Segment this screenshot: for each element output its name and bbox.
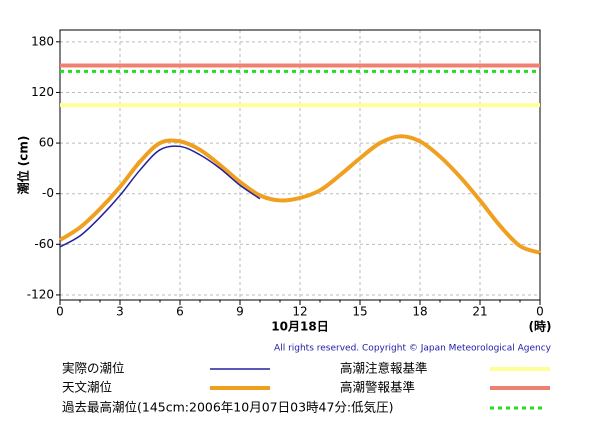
- legend-label: 高潮注意報基準: [340, 361, 428, 376]
- x-tick-label: 3: [116, 305, 124, 319]
- y-tick-label: 120: [31, 85, 54, 99]
- x-tick-label: 0: [536, 305, 544, 319]
- x-tick-label: 6: [176, 305, 184, 319]
- copyright: All rights reserved. Copyright © Japan M…: [274, 344, 552, 354]
- x-axis-label: 10月18日: [271, 320, 328, 334]
- x-tick-label: 9: [236, 305, 244, 319]
- x-tick-label: 18: [412, 305, 427, 319]
- x-tick-label: 12: [292, 305, 307, 319]
- y-tick-label: 180: [31, 34, 54, 48]
- legend-label: 高潮警報基準: [340, 380, 415, 395]
- x-tick-label: 21: [472, 305, 487, 319]
- legend: 実際の潮位 天文潮位 高潮注意報基準 高潮警報基準 過去最高潮位(145cm:2…: [62, 361, 550, 415]
- y-tick-label: -60: [34, 237, 54, 251]
- series-line: [59, 145, 261, 248]
- x-unit: (時): [529, 319, 552, 334]
- x-tick-label: 0: [56, 305, 64, 319]
- y-tick-label: -120: [27, 287, 54, 301]
- legend-label: 過去最高潮位(145cm:2006年10月07日03時47分:低気圧): [62, 400, 394, 415]
- x-tick-label: 15: [352, 305, 367, 319]
- y-axis-label: 潮位 (cm): [16, 136, 31, 195]
- y-tick-label: -0: [42, 186, 54, 200]
- legend-label: 天文潮位: [62, 380, 112, 395]
- series-line: [58, 134, 541, 255]
- plot-frame: [59, 29, 541, 301]
- y-tick-label: 60: [39, 136, 54, 150]
- legend-label: 実際の潮位: [62, 361, 125, 376]
